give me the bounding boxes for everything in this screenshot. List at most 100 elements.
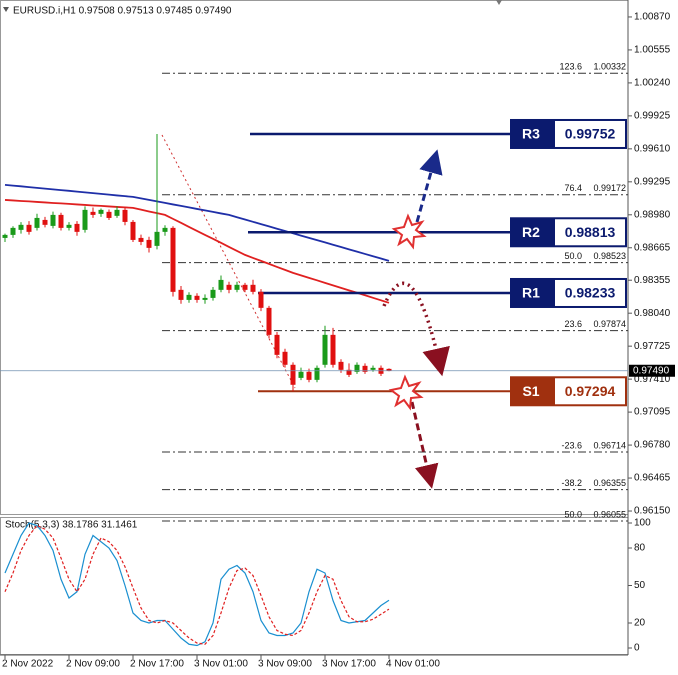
candle-body [330,334,336,365]
candle-body [66,224,72,228]
y-tick-label: 0.98355 [634,275,671,286]
y-tick-label: 0.97095 [634,407,671,418]
candle-body [146,239,152,248]
candle-body [170,227,176,292]
fib-level: 50.0 [564,509,582,519]
x-tick-label: 3 Nov 09:00 [258,659,312,670]
y-tick-label: 0.96780 [634,440,671,451]
y-tick-label: 50 [634,580,646,591]
candle-body [10,227,16,235]
y-tick-label: 0.99295 [634,176,671,187]
candle-body [2,234,8,238]
candle-body [74,223,80,232]
level-value: 0.99752 [565,126,616,142]
fib-level: -38.2 [561,478,582,488]
candle-body [274,334,280,355]
stoch-header: Stoch(5,3,3) 38.1786 31.1461 [5,520,138,531]
candle-body [218,279,224,290]
level-value-box [553,277,627,308]
stoch-line [4,522,390,647]
y-tick-label: 1.00870 [634,12,671,23]
candle-body [98,209,104,214]
candle-body [82,209,88,230]
candle-body [34,217,40,228]
y-tick-label: 20 [634,618,646,629]
fib-level: 23.6 [564,319,582,329]
fib-price: 0.98523 [593,251,626,261]
y-tick-label: 1.00240 [634,78,671,89]
fib-price: 0.97874 [593,319,626,329]
level-boxes: R3 0.99752 R2 0.98813 R1 0.98233 S1 0.97294 [510,118,627,407]
y-tick-label: 0.97410 [634,374,671,385]
level-name: R1 [522,285,540,301]
level-value-box [553,376,627,407]
y-tick-label: 0.99610 [634,143,671,154]
level-name: R2 [522,224,540,240]
x-tick-label: 4 Nov 01:00 [386,659,440,670]
candle-body [90,211,96,215]
fib-level: 123.6 [559,62,582,72]
candle-body [306,371,312,380]
level-name: S1 [522,383,539,399]
candle-body [130,221,136,240]
annotations [382,149,450,489]
candle-body [354,364,360,372]
candle-body [210,289,216,298]
y-tick-label: 0.98980 [634,209,671,220]
fib-price: 1.00332 [593,62,626,72]
y-tick-label: 0 [634,643,640,654]
candle-body [114,209,120,216]
down-curve-arrow [382,281,450,377]
y-tick-label: 0.97725 [634,341,671,352]
level-value-box [553,118,627,149]
level-value: 0.98233 [565,285,616,301]
y-tick-label: 100 [634,518,651,529]
candle-body [138,237,144,242]
fib-level: 50.0 [564,251,582,261]
candle-body [194,295,200,300]
y-tick-label: 0.96150 [634,506,671,517]
candle-body [370,367,376,370]
candle-body [154,231,160,246]
fib-price: 0.99172 [593,183,626,193]
x-tick-label: 3 Nov 17:00 [322,659,376,670]
candle-body [18,224,24,230]
x-tick-label: 2 Nov 09:00 [66,659,120,670]
candle-body [250,284,256,292]
fib-level: -23.6 [561,440,582,450]
moving-average [4,183,390,262]
level-value: 0.98813 [565,224,616,240]
candle-body [162,227,168,232]
candle-body [314,367,320,380]
candle-body [234,284,240,290]
candle-body [186,294,192,300]
fib-price: 0.96355 [593,478,626,488]
plot-layer: 1.00870 1.00555 1.00240 0.99925 0.99610 0.992… [0,12,675,670]
candle-body [106,211,112,218]
candle-body [346,369,352,375]
candle-body [178,289,184,300]
candle-body [50,214,56,226]
candle-body [258,291,264,308]
level-value-box [553,217,627,248]
candle-body [338,361,344,370]
x-tick-label: 3 Nov 01:00 [194,659,248,670]
burst-icon [391,213,427,250]
up-arrow [415,149,443,223]
level-name: R3 [522,126,540,142]
y-tick-label: 1.00555 [634,45,671,56]
candle-body [122,209,128,222]
y-tick-label: 0.98040 [634,308,671,319]
price-label-box [629,364,675,377]
level-tag [510,217,553,248]
y-tick-label: 0.98665 [634,242,671,253]
level-value: 0.97294 [565,383,616,399]
price-label: 0.97490 [633,365,670,376]
y-tick-label: 0.96465 [634,473,671,484]
candle-body [242,284,248,290]
fib-price: 0.96055 [593,509,626,519]
moving-average [4,199,390,304]
